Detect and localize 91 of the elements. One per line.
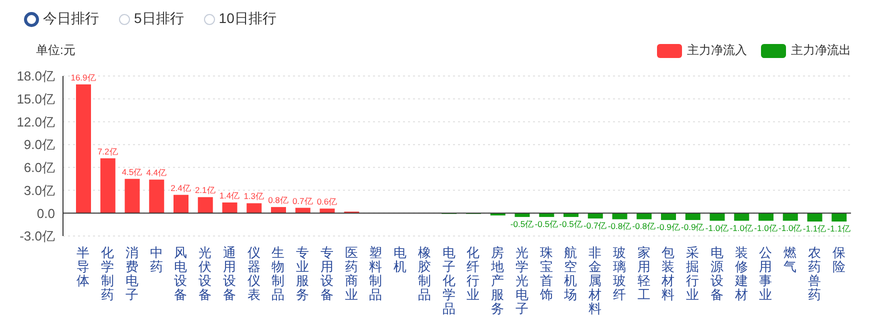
x-tick-label: 专业服务	[296, 245, 310, 302]
data-label: -1.1亿	[802, 224, 827, 234]
data-label: 0.6亿	[316, 196, 338, 207]
bar	[149, 180, 164, 214]
x-tick-label: 消费电子	[125, 245, 138, 302]
data-label: -1.0亿	[730, 222, 754, 233]
data-label: -1.0亿	[705, 222, 730, 233]
x-tick-label: 风电设备	[174, 245, 188, 302]
x-tick-label: 农药兽药	[808, 245, 821, 302]
x-tick-label: 包装材料	[660, 245, 675, 302]
x-tick-label: 通用设备	[222, 245, 236, 302]
x-tick-label: 化学制药	[101, 245, 114, 302]
bar	[685, 213, 700, 220]
y-axis-title: 单位:元	[36, 42, 76, 59]
x-tick-label: 玻璃玻纤	[612, 245, 626, 302]
bar	[612, 213, 628, 220]
x-tick-label: 采掘行业	[686, 245, 700, 302]
x-tick-label: 家用轻工	[637, 245, 650, 302]
data-label: 0.8亿	[268, 195, 289, 206]
bar	[807, 213, 822, 222]
x-tick-label: 塑料制品	[369, 245, 382, 302]
bar	[734, 213, 750, 221]
bar	[661, 213, 676, 220]
x-tick-label: 专用设备	[320, 245, 334, 302]
x-tick-label: 仪器仪表	[247, 245, 260, 302]
bar	[198, 197, 213, 214]
y-tick-label: -3.0亿	[20, 228, 55, 244]
data-label: -1.0亿	[754, 222, 778, 233]
x-tick-label: 燃气	[784, 245, 797, 274]
x-tick-label: 生物制品	[272, 245, 285, 302]
x-tick-label: 航空机场	[563, 245, 578, 302]
y-tick-label: 12.0亿	[16, 114, 55, 130]
y-tick-label: 9.0亿	[24, 137, 55, 152]
bar	[124, 178, 140, 214]
bar	[758, 213, 774, 221]
data-label: -0.5亿	[534, 218, 558, 229]
bar	[636, 213, 652, 220]
bar	[174, 194, 188, 214]
data-label: -0.9亿	[656, 222, 680, 232]
x-tick-label: 医药商业	[344, 245, 358, 302]
x-tick-label: 珠宝首饰	[538, 245, 553, 302]
data-label: -0.7亿	[584, 220, 608, 230]
data-label: -0.9亿	[681, 222, 705, 232]
x-tick-label: 半导体	[76, 245, 90, 288]
data-label: 0.7亿	[292, 196, 314, 206]
data-label: 16.9亿	[70, 72, 96, 82]
data-label: -1.0亿	[778, 222, 802, 233]
data-label: 2.1亿	[194, 185, 216, 196]
bar	[588, 213, 603, 218]
x-tick-label: 电源设备	[710, 245, 724, 302]
data-label: 1.3亿	[244, 191, 265, 202]
bar	[222, 202, 238, 214]
data-label: 4.5亿	[122, 166, 143, 177]
x-tick-label: 房地产服务	[490, 245, 504, 316]
x-tick-label: 中药	[150, 245, 163, 274]
y-tick-label: 0.0	[36, 206, 55, 221]
data-label: -0.8亿	[632, 221, 656, 232]
x-tick-label: 橡胶制品	[418, 245, 431, 302]
text: 10日排行	[218, 10, 276, 28]
legend-label: 主力净流出	[791, 42, 851, 59]
x-tick-label: 公用事业	[759, 245, 772, 302]
x-tick-label: 电子化学品	[442, 245, 456, 316]
data-label: -0.5亿	[559, 218, 583, 229]
x-tick-label: 光学光电子	[515, 245, 528, 316]
data-label: 1.4亿	[219, 190, 240, 200]
y-tick-label: 6.0亿	[24, 160, 55, 176]
data-label: -1.1亿	[827, 224, 851, 234]
bar	[246, 203, 262, 214]
x-tick-label: 保险	[832, 245, 846, 274]
x-tick-label: 装修建材	[734, 245, 748, 302]
legend-label: 主力净流入	[687, 42, 747, 59]
data-label: 7.2亿	[97, 146, 118, 156]
x-tick-label: 非金属材料	[588, 245, 602, 316]
y-tick-label: 3.0亿	[24, 182, 55, 198]
x-tick-label: 光伏设备	[198, 245, 212, 302]
data-label: -0.8亿	[608, 221, 632, 232]
text: 5日排行	[134, 10, 184, 28]
y-tick-label: 18.0亿	[16, 68, 55, 84]
x-tick-label: 电机	[394, 245, 407, 274]
bar	[76, 84, 91, 214]
bar	[832, 213, 847, 222]
bar	[782, 213, 798, 221]
y-tick-label: 15.0亿	[16, 91, 55, 106]
x-tick-label: 化纤行业	[466, 245, 480, 302]
bar	[710, 213, 725, 221]
data-label: 2.4亿	[170, 182, 192, 193]
data-label: -0.5亿	[510, 218, 534, 229]
bar	[271, 207, 286, 214]
bar	[100, 158, 116, 214]
data-label: 4.4亿	[146, 168, 168, 178]
text: 今日排行	[43, 10, 99, 28]
